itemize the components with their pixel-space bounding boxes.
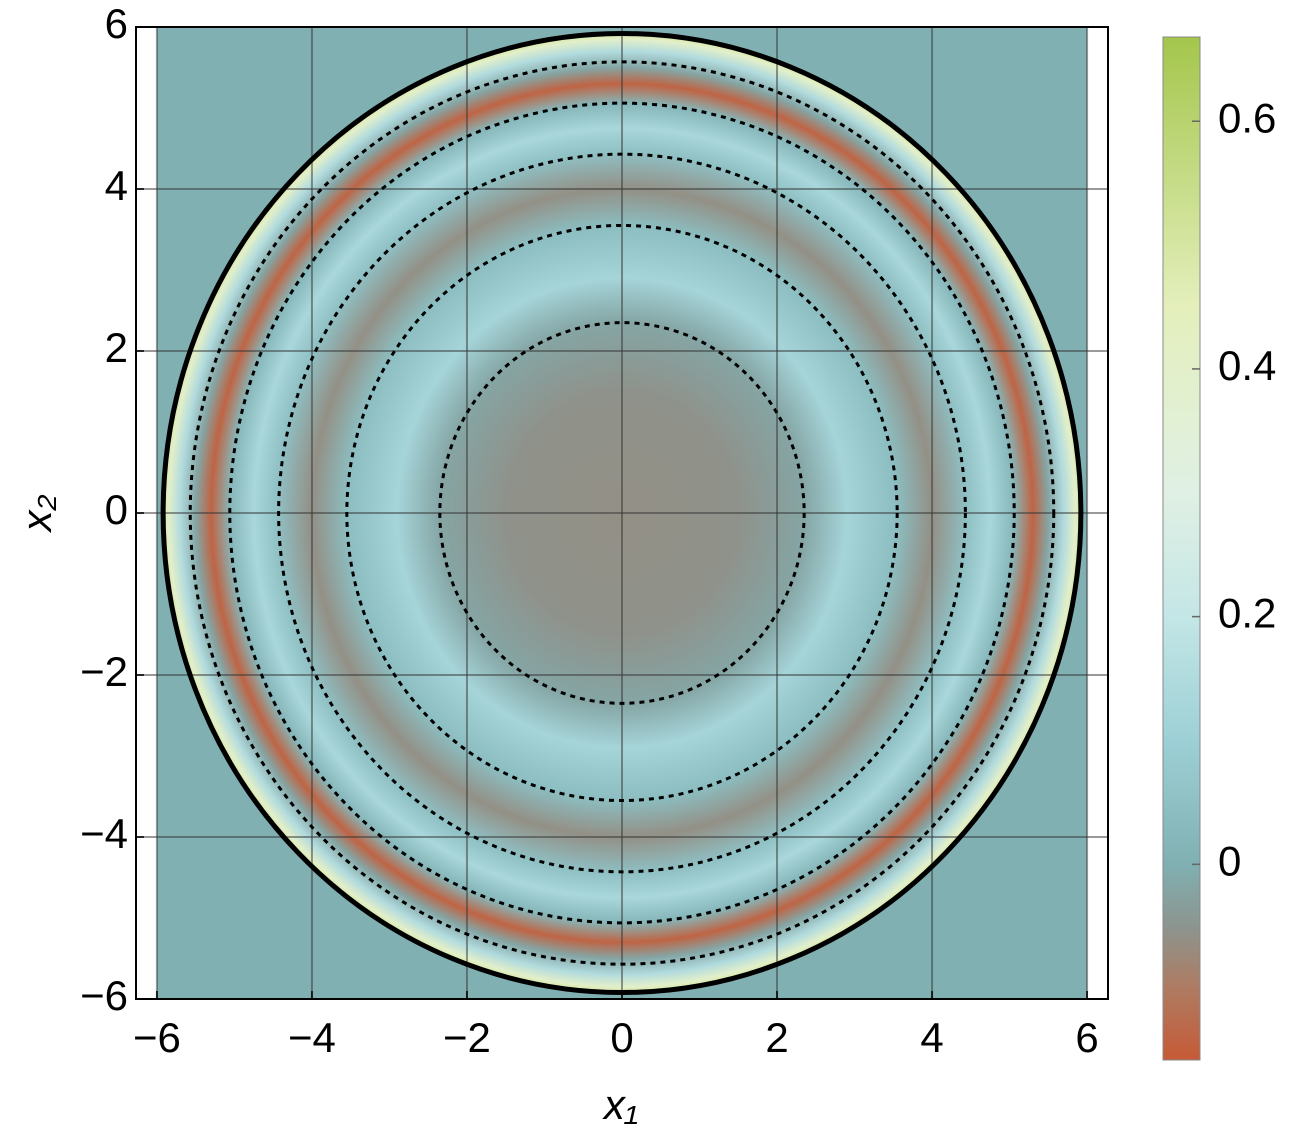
y-tick-label: 4 xyxy=(105,162,128,209)
x-tick-label: 4 xyxy=(920,1014,943,1061)
colorbar-tick-label: 0.6 xyxy=(1218,94,1276,141)
y-tick-label: 0 xyxy=(105,486,128,533)
y-tick-label: −2 xyxy=(80,648,128,695)
colorbar-tick-label: 0.4 xyxy=(1218,342,1276,389)
plot-frame xyxy=(135,26,1109,1000)
y-axis-label: x₂ xyxy=(13,494,60,533)
y-tick-label: 2 xyxy=(105,324,128,371)
x-tick-label: 6 xyxy=(1075,1014,1098,1061)
y-tick-label: −4 xyxy=(80,810,128,857)
x-axis-label: x₁ xyxy=(602,1081,638,1128)
x-tick-label: 0 xyxy=(610,1014,633,1061)
colorbar-tick-label: 0.2 xyxy=(1218,590,1276,637)
plot-area xyxy=(136,26,1108,1000)
x-tick-label: 2 xyxy=(765,1014,788,1061)
x-tick-label: −2 xyxy=(443,1014,491,1061)
x-tick-label: −4 xyxy=(288,1014,336,1061)
contour xyxy=(345,223,899,803)
contour xyxy=(188,60,1056,966)
contour xyxy=(438,321,806,705)
colorbar-tick-label: 0 xyxy=(1218,837,1241,884)
contour xyxy=(277,152,967,874)
y-tick-label: −6 xyxy=(80,972,128,1019)
y-tick-label: 6 xyxy=(105,0,128,47)
contour xyxy=(228,101,1016,925)
colorbar xyxy=(1162,36,1201,1061)
x-tick-label: −6 xyxy=(133,1014,181,1061)
